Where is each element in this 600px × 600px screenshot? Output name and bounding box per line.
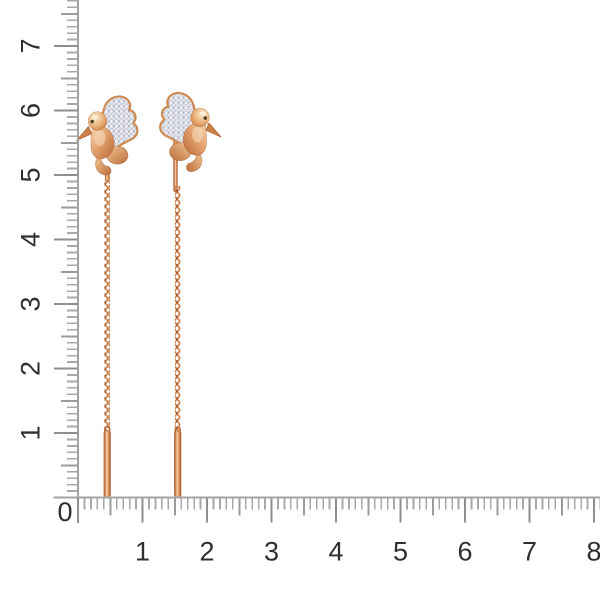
left-earring-chain [104, 180, 110, 431]
vertical-ruler [54, 0, 79, 523]
h-ruler-label-5: 5 [393, 537, 408, 567]
v-ruler-label-1: 1 [16, 425, 46, 440]
v-ruler-label-3: 3 [16, 296, 46, 311]
right-earring-chain [174, 186, 181, 431]
origin-label: 0 [57, 497, 72, 527]
left-earring-stud [75, 95, 139, 177]
horizontal-ruler [53, 496, 600, 523]
right-earring-bar [174, 430, 182, 498]
v-ruler-label-7: 7 [16, 38, 46, 53]
right-earring [159, 91, 223, 498]
v-ruler-label-6: 6 [16, 103, 46, 118]
v-ruler-label-2: 2 [16, 361, 46, 376]
h-ruler-label-4: 4 [328, 537, 343, 567]
ruler-labels: 0 1 2 3 4 5 6 7 8 1 2 3 4 5 6 7 [16, 38, 600, 566]
left-earring-bar [103, 430, 111, 498]
right-earring-stud [159, 91, 223, 173]
h-ruler-label-7: 7 [522, 537, 537, 567]
h-ruler-label-3: 3 [264, 537, 279, 567]
v-ruler-label-5: 5 [16, 167, 46, 182]
h-ruler-label-1: 1 [135, 537, 150, 567]
h-ruler-label-6: 6 [457, 537, 472, 567]
h-ruler-label-8: 8 [586, 537, 600, 567]
h-ruler-label-2: 2 [199, 537, 214, 567]
v-ruler-label-4: 4 [16, 232, 46, 247]
left-earring [75, 95, 139, 498]
